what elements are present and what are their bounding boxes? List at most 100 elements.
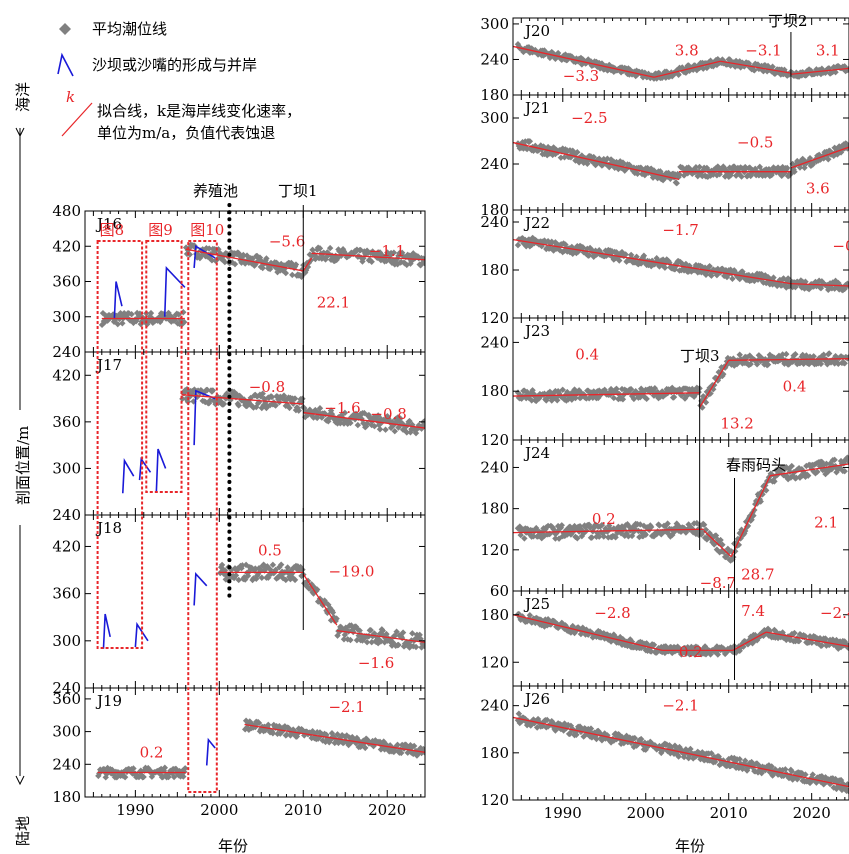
data-point bbox=[398, 749, 405, 757]
data-point bbox=[332, 617, 339, 625]
data-point bbox=[784, 275, 792, 282]
data-point bbox=[677, 387, 684, 395]
data-point bbox=[564, 396, 572, 403]
data-point bbox=[766, 476, 774, 484]
panel-J25: 120 180 J25 −2.8 0.2 7.4 −2.4 bbox=[480, 590, 849, 687]
legend-fit-line bbox=[61, 102, 93, 137]
data-point bbox=[830, 279, 837, 287]
data-point bbox=[598, 521, 606, 529]
data-point bbox=[268, 393, 276, 401]
fit-line bbox=[728, 358, 849, 361]
panel-J19: 180 240 300 360 J19 0.2 −2.1 bbox=[52, 687, 426, 806]
data-point bbox=[788, 462, 795, 470]
data-point bbox=[613, 158, 620, 166]
data-point bbox=[292, 261, 300, 268]
data-point bbox=[233, 391, 241, 398]
fit-line bbox=[513, 528, 704, 534]
data-point bbox=[571, 151, 578, 159]
y-tick-label: 180 bbox=[480, 382, 509, 400]
rate-label: −19.0 bbox=[328, 563, 374, 581]
data-point bbox=[371, 423, 378, 430]
data-point bbox=[309, 246, 316, 254]
data-point bbox=[407, 742, 414, 749]
data-point bbox=[380, 738, 387, 745]
data-point bbox=[815, 282, 822, 289]
data-point bbox=[809, 771, 816, 778]
x-tick-label: 2000 bbox=[200, 801, 238, 819]
data-point bbox=[617, 69, 625, 76]
data-point bbox=[627, 386, 635, 393]
data-point bbox=[835, 279, 842, 287]
sea-label: 海洋 bbox=[14, 82, 32, 112]
data-point bbox=[767, 766, 774, 773]
data-point bbox=[640, 252, 648, 259]
data-point bbox=[368, 639, 375, 646]
data-point bbox=[625, 533, 632, 540]
data-point bbox=[764, 62, 772, 70]
data-point bbox=[762, 272, 769, 279]
data-point bbox=[616, 160, 623, 168]
data-point bbox=[190, 398, 197, 405]
data-point bbox=[638, 391, 646, 399]
spit-marker bbox=[205, 737, 216, 766]
rate-label: 3.6 bbox=[806, 180, 830, 198]
data-point bbox=[764, 273, 772, 281]
data-point bbox=[673, 67, 680, 74]
data-point bbox=[610, 394, 617, 402]
data-point bbox=[165, 773, 172, 781]
data-point bbox=[184, 398, 192, 405]
data-point bbox=[542, 239, 549, 246]
data-point bbox=[786, 468, 794, 475]
data-point bbox=[543, 148, 550, 156]
data-point bbox=[546, 388, 554, 395]
data-point bbox=[223, 572, 230, 579]
data-point bbox=[515, 710, 523, 717]
data-point bbox=[211, 398, 218, 405]
data-point bbox=[600, 533, 607, 540]
rate-label: 0.2 bbox=[592, 510, 616, 528]
data-point bbox=[725, 173, 732, 180]
fit-line bbox=[790, 146, 849, 169]
profile-label: J25 bbox=[523, 595, 550, 613]
data-point bbox=[147, 309, 155, 317]
data-point bbox=[590, 153, 597, 161]
data-point bbox=[567, 154, 575, 161]
data-point bbox=[286, 404, 293, 412]
data-point bbox=[227, 396, 234, 404]
data-point bbox=[748, 170, 755, 177]
panel-plot-area bbox=[102, 561, 425, 651]
panel-frame bbox=[84, 351, 426, 516]
data-point bbox=[530, 533, 537, 540]
data-point bbox=[558, 522, 565, 529]
profile-label: J26 bbox=[523, 690, 550, 708]
data-point bbox=[240, 251, 247, 259]
data-point bbox=[636, 533, 643, 541]
data-point bbox=[813, 66, 820, 73]
data-point bbox=[783, 350, 790, 358]
data-point bbox=[382, 426, 389, 433]
data-point bbox=[548, 48, 555, 56]
data-point bbox=[675, 753, 682, 760]
data-point bbox=[726, 164, 733, 171]
data-point bbox=[591, 524, 598, 531]
rate-label: −2.4 bbox=[820, 604, 849, 622]
data-point bbox=[210, 249, 217, 256]
data-point bbox=[595, 533, 603, 540]
data-point bbox=[157, 765, 165, 773]
spit-marker bbox=[155, 448, 167, 492]
data-point bbox=[341, 409, 349, 417]
data-point bbox=[787, 474, 795, 481]
data-point bbox=[564, 248, 571, 255]
data-point bbox=[726, 56, 733, 63]
data-point bbox=[654, 528, 661, 535]
y-tick-label: 300 bbox=[52, 308, 81, 326]
data-point bbox=[272, 402, 279, 409]
data-point bbox=[252, 565, 259, 572]
data-point bbox=[743, 354, 751, 361]
data-point bbox=[193, 393, 201, 401]
dingba3-label: 丁坝3 bbox=[680, 347, 720, 365]
data-point bbox=[682, 529, 690, 536]
data-point bbox=[823, 460, 830, 468]
y-tick-label: 180 bbox=[480, 606, 509, 624]
data-point bbox=[764, 361, 772, 368]
